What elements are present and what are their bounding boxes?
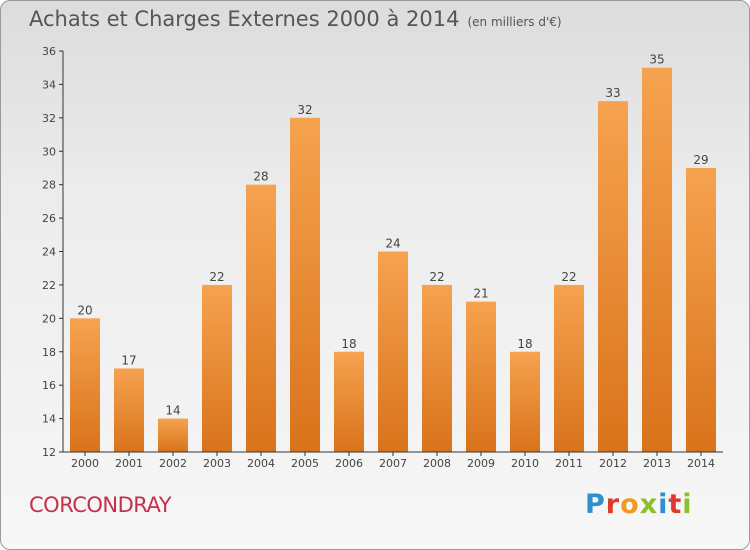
logo-letter: o — [620, 489, 640, 520]
bar-2001 — [114, 368, 144, 452]
y-tick-label: 28 — [42, 179, 56, 192]
x-tick-label: 2003 — [203, 457, 231, 470]
x-tick-label: 2008 — [423, 457, 451, 470]
chart-title: Achats et Charges Externes 2000 à 2014 (e… — [29, 7, 562, 31]
bar-value-label: 18 — [517, 337, 532, 351]
bar-value-label: 33 — [605, 86, 620, 100]
bar-value-label: 20 — [77, 303, 92, 317]
y-tick-label: 30 — [42, 145, 56, 158]
bar-value-label: 29 — [693, 153, 708, 167]
logo-letter: P — [585, 489, 606, 520]
y-tick-label: 16 — [42, 379, 56, 392]
x-tick-label: 2009 — [467, 457, 495, 470]
logo-letter: i — [682, 489, 693, 520]
bar-value-label: 35 — [649, 53, 664, 67]
y-tick-label: 24 — [42, 246, 56, 259]
bars-group: 20 17 14 22 28 32 18 24 22 21 18 22 33 35 29 — [70, 53, 716, 453]
bar-value-label: 24 — [385, 237, 400, 251]
logo-letter: r — [605, 489, 621, 520]
y-tick-label: 12 — [42, 446, 56, 459]
y-tick-label: 32 — [42, 112, 56, 125]
logo-letter: t — [668, 489, 683, 520]
bar-value-label: 22 — [429, 270, 444, 284]
y-tick-label: 14 — [42, 413, 56, 426]
bar-value-label: 32 — [297, 103, 312, 117]
bar-2013 — [642, 67, 672, 452]
x-tick-label: 2007 — [379, 457, 407, 470]
bar-2011 — [554, 284, 584, 452]
y-axis: 12 14 16 18 20 22 24 26 28 30 32 34 36 — [42, 45, 64, 459]
x-tick-label: 2014 — [687, 457, 715, 470]
bar-2012 — [598, 101, 628, 452]
bar-value-label: 22 — [561, 270, 576, 284]
commune-name: CORCONDRAY — [29, 493, 172, 517]
y-tick-label: 34 — [42, 78, 56, 91]
chart-unit: (en milliers d'€) — [467, 15, 562, 29]
proxiti-logo[interactable]: Proxiti — [585, 489, 693, 520]
bar-2006 — [334, 351, 364, 452]
bar-2014 — [686, 167, 716, 453]
x-tick-label: 2000 — [71, 457, 99, 470]
x-tick-label: 2012 — [599, 457, 627, 470]
bar-value-label: 22 — [209, 270, 224, 284]
y-tick-label: 22 — [42, 279, 56, 292]
x-tick-label: 2004 — [247, 457, 275, 470]
bar-2002 — [158, 418, 188, 452]
y-tick-label: 20 — [42, 312, 56, 325]
x-tick-label: 2002 — [159, 457, 187, 470]
bar-2005 — [290, 117, 320, 452]
bar-2007 — [378, 251, 408, 452]
bar-2010 — [510, 351, 540, 452]
logo-letter: x — [639, 489, 659, 520]
x-axis: 2000 2001 2002 2003 2004 2005 2006 2007 2008 2009… — [63, 451, 723, 470]
bar-value-label: 18 — [341, 337, 356, 351]
bar-value-label: 17 — [121, 353, 136, 367]
y-tick-label: 26 — [42, 212, 56, 225]
bar-2003 — [202, 284, 232, 452]
y-tick-label: 36 — [42, 45, 56, 58]
x-tick-label: 2005 — [291, 457, 319, 470]
x-tick-label: 2011 — [555, 457, 583, 470]
bar-value-label: 21 — [473, 287, 488, 301]
bar-value-label: 28 — [253, 170, 268, 184]
bar-2009 — [466, 301, 496, 452]
logo-letter: i — [658, 489, 669, 520]
x-tick-label: 2001 — [115, 457, 143, 470]
chart-title-text: Achats et Charges Externes 2000 à 2014 — [29, 7, 460, 31]
x-tick-label: 2006 — [335, 457, 363, 470]
x-tick-label: 2010 — [511, 457, 539, 470]
bar-2004 — [246, 184, 276, 452]
x-tick-label: 2013 — [643, 457, 671, 470]
bar-value-label: 14 — [165, 404, 180, 418]
bar-2000 — [70, 318, 100, 452]
bar-2008 — [422, 284, 452, 452]
y-tick-label: 18 — [42, 346, 56, 359]
